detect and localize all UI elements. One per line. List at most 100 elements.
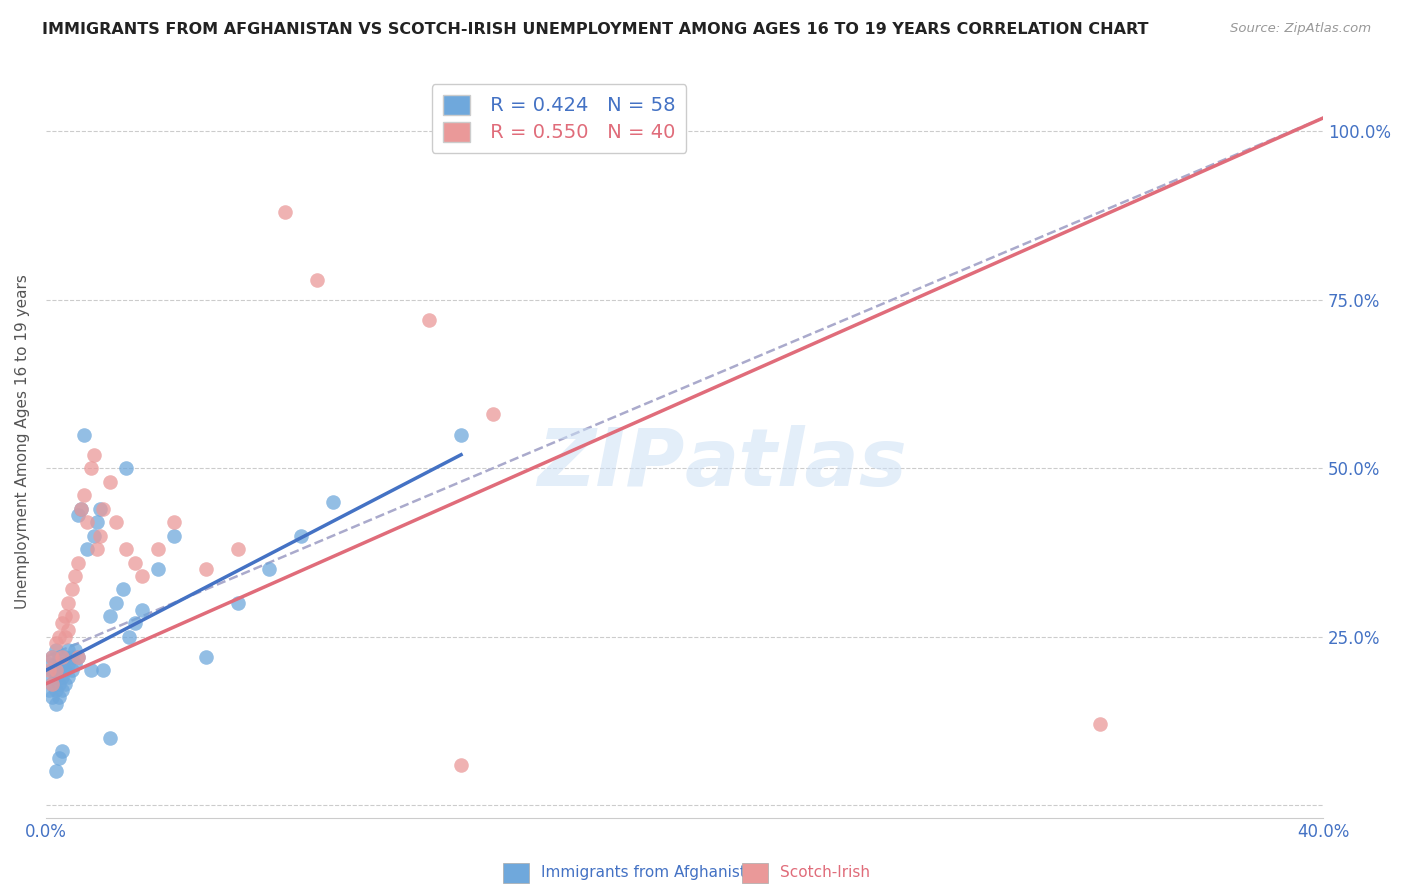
Point [38, 663, 60, 677]
Point [53, 649, 76, 664]
Point [53, 677, 76, 691]
Point [98, 475, 121, 489]
Point [48, 630, 70, 644]
Point [450, 757, 472, 772]
Point [98, 731, 121, 745]
Point [131, 602, 153, 616]
Point [45, 643, 67, 657]
Point [41, 677, 63, 691]
Point [418, 313, 440, 327]
Point [86, 515, 108, 529]
Point [48, 677, 70, 691]
Point [63, 569, 86, 583]
Point [98, 609, 121, 624]
Point [66, 556, 89, 570]
Point [163, 515, 186, 529]
Point [48, 663, 70, 677]
Point [38, 657, 60, 671]
Point [118, 630, 141, 644]
Point [51, 649, 73, 664]
Point [45, 683, 67, 698]
Point [73, 488, 96, 502]
Point [114, 542, 136, 557]
Point [146, 542, 169, 557]
Point [41, 649, 63, 664]
Point [60, 582, 83, 597]
Legend:  R = 0.424   N = 58,  R = 0.550   N = 40: R = 0.424 N = 58, R = 0.550 N = 40 [432, 85, 686, 153]
Point [114, 461, 136, 475]
Text: Source: ZipAtlas.com: Source: ZipAtlas.com [1230, 22, 1371, 36]
Point [73, 427, 96, 442]
Point [259, 562, 281, 576]
Point [105, 596, 128, 610]
Point [63, 657, 86, 671]
Point [41, 690, 63, 705]
Point [66, 649, 89, 664]
Point [51, 683, 73, 698]
Text: IMMIGRANTS FROM AFGHANISTAN VS SCOTCH-IRISH UNEMPLOYMENT AMONG AGES 16 TO 19 YEA: IMMIGRANTS FROM AFGHANISTAN VS SCOTCH-IR… [42, 22, 1149, 37]
Point [51, 657, 73, 671]
Point [146, 562, 169, 576]
Point [124, 556, 146, 570]
Point [45, 764, 67, 779]
Point [274, 205, 297, 219]
Point [58, 623, 80, 637]
Point [53, 630, 76, 644]
Y-axis label: Unemployment Among Ages 16 to 19 years: Unemployment Among Ages 16 to 19 years [15, 274, 30, 608]
Point [105, 515, 128, 529]
Point [60, 649, 83, 664]
Point [60, 663, 83, 677]
Point [93, 501, 115, 516]
Point [45, 663, 67, 677]
Point [93, 663, 115, 677]
Point [51, 670, 73, 684]
Point [124, 616, 146, 631]
Text: ZIP: ZIP [537, 425, 685, 503]
Point [41, 677, 63, 691]
Text: Scotch-Irish: Scotch-Irish [780, 865, 870, 880]
Point [86, 542, 108, 557]
Point [48, 690, 70, 705]
Point [194, 562, 217, 576]
Point [83, 528, 105, 542]
Point [70, 501, 93, 516]
Point [53, 663, 76, 677]
Point [70, 501, 93, 516]
Point [66, 508, 89, 523]
Point [51, 616, 73, 631]
Point [194, 649, 217, 664]
Point [53, 609, 76, 624]
Point [226, 596, 249, 610]
Point [58, 643, 80, 657]
Point [1088, 717, 1111, 731]
Point [38, 670, 60, 684]
Point [226, 542, 249, 557]
Point [290, 528, 312, 542]
Point [163, 528, 186, 542]
Point [83, 448, 105, 462]
Point [79, 461, 101, 475]
Point [111, 582, 134, 597]
Point [60, 609, 83, 624]
Point [89, 528, 111, 542]
Point [79, 663, 101, 677]
Point [450, 427, 472, 442]
Point [89, 501, 111, 516]
Point [45, 670, 67, 684]
Point [51, 744, 73, 758]
Point [38, 683, 60, 698]
Point [58, 657, 80, 671]
Point [76, 515, 98, 529]
Point [66, 649, 89, 664]
Text: atlas: atlas [685, 425, 907, 503]
Point [322, 495, 344, 509]
Point [307, 272, 329, 286]
Point [58, 670, 80, 684]
Point [45, 657, 67, 671]
Point [45, 636, 67, 650]
Text: Immigrants from Afghanistan: Immigrants from Afghanistan [541, 865, 765, 880]
Point [131, 569, 153, 583]
Point [482, 407, 505, 421]
Point [48, 649, 70, 664]
Point [76, 542, 98, 557]
